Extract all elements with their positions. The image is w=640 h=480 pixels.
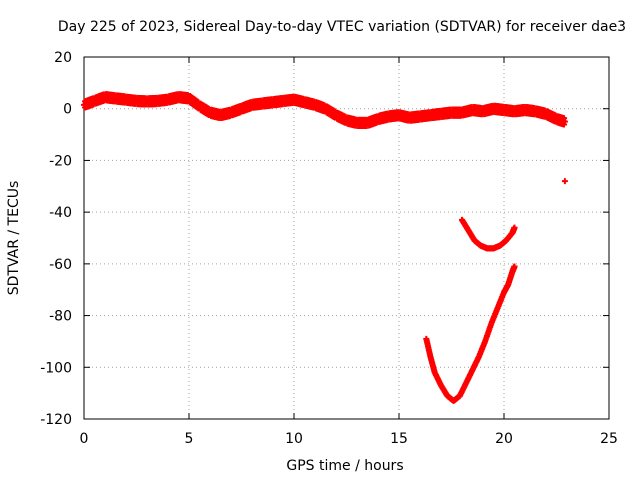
x-axis-label: GPS time / hours — [286, 458, 403, 474]
x-tick-label: 25 — [600, 431, 618, 447]
y-axis-label: SDTVAR / TECUs — [6, 181, 22, 296]
y-tick-label: -120 — [40, 412, 72, 428]
data-point — [511, 224, 518, 231]
data-point — [561, 118, 568, 125]
y-tick-label: -80 — [49, 309, 72, 325]
x-tick-label: 5 — [185, 431, 194, 447]
y-tick-label: -40 — [49, 205, 72, 221]
data-point — [511, 263, 518, 270]
y-tick-label: -20 — [49, 153, 72, 169]
x-tick-label: 20 — [495, 431, 513, 447]
data-point — [561, 178, 568, 185]
plot-frame — [83, 56, 610, 420]
axis-ticks: 0 5 10 15 20 25 -120 -100 -80 -60 -40 -20 0 20 — [40, 50, 618, 447]
y-tick-label: 0 — [63, 102, 72, 118]
y-tick-label: -60 — [49, 257, 72, 273]
x-tick-label: 0 — [80, 431, 89, 447]
y-tick-label: -100 — [40, 360, 72, 376]
chart-title: Day 225 of 2023, Sidereal Day-to-day VTE… — [58, 19, 626, 35]
x-tick-label: 15 — [390, 431, 408, 447]
y-tick-label: 20 — [54, 50, 72, 66]
data-points — [81, 91, 568, 404]
x-tick-label: 10 — [285, 431, 303, 447]
